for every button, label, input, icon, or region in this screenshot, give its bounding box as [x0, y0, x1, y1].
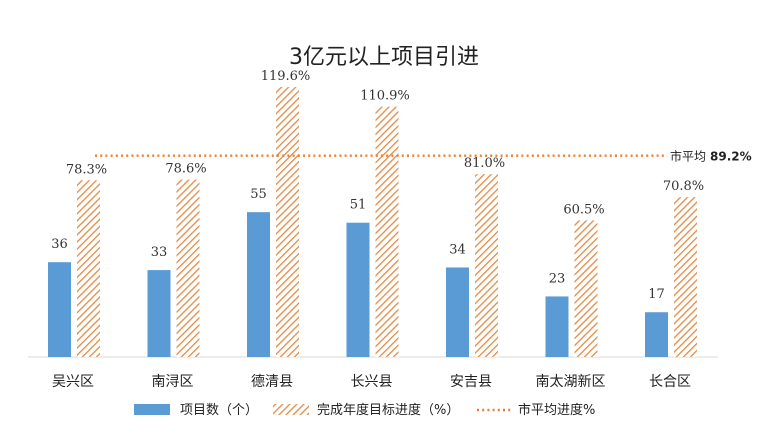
project-count-label: 23 — [549, 271, 566, 286]
legend-swatch-project-count — [134, 404, 170, 415]
project-count-label: 51 — [350, 198, 367, 213]
category-label: 安吉县 — [450, 374, 492, 390]
project-count-bar — [346, 222, 370, 357]
category-label: 南浔区 — [152, 374, 194, 390]
target-progress-bar — [375, 106, 399, 357]
target-progress-label: 78.3% — [66, 162, 107, 177]
legend-label-project-count: 项目数（个） — [180, 403, 258, 418]
target-progress-bar — [674, 197, 697, 357]
average-progress-value: 89.2% — [710, 150, 752, 164]
target-progress-bar — [77, 180, 100, 357]
project-count-label: 36 — [51, 237, 68, 252]
plot-area: 36 78.3% 吴兴区 33 78.6% 南浔区 55 119.6% 德清县 51 110.9% 长… — [48, 69, 752, 390]
target-progress-label: 119.6% — [261, 69, 311, 84]
project-count-bar — [147, 270, 171, 357]
category-label: 吴兴区 — [52, 374, 94, 390]
chart-title: 3亿元以上项目引进 — [289, 45, 479, 70]
project-count-bar — [645, 312, 668, 357]
project-count-bar — [247, 212, 270, 357]
target-progress-label: 78.6% — [165, 162, 206, 177]
category-label: 长兴县 — [351, 374, 393, 390]
target-progress-label: 60.5% — [563, 202, 604, 217]
target-progress-bar — [475, 174, 498, 357]
legend-label-average-progress: 市平均进度% — [518, 402, 595, 418]
category-label: 长合区 — [649, 374, 691, 390]
target-progress-bar — [574, 220, 598, 357]
legend-label-target-progress: 完成年度目标进度（%） — [317, 402, 459, 418]
target-progress-label: 70.8% — [663, 179, 704, 194]
project-count-bar — [545, 296, 569, 357]
legend: 项目数（个） 完成年度目标进度（%） 市平均进度% — [134, 402, 595, 418]
project-count-label: 55 — [250, 187, 267, 202]
target-progress-label: 110.9% — [360, 89, 410, 104]
target-progress-bar — [176, 179, 200, 357]
category-label: 南太湖新区 — [536, 374, 606, 390]
category-label: 德清县 — [251, 374, 293, 390]
project-count-bar — [446, 267, 469, 357]
project-count-label: 33 — [151, 245, 168, 260]
legend-swatch-target-progress — [273, 404, 309, 415]
project-count-label: 17 — [648, 287, 665, 302]
target-progress-label: 81.0% — [464, 156, 505, 171]
average-progress-label: 市平均 89.2% — [670, 149, 752, 164]
project-count-bar — [48, 262, 71, 357]
average-progress-prefix: 市平均 — [670, 149, 706, 164]
target-progress-bar — [276, 87, 299, 357]
project-count-label: 34 — [449, 242, 466, 257]
